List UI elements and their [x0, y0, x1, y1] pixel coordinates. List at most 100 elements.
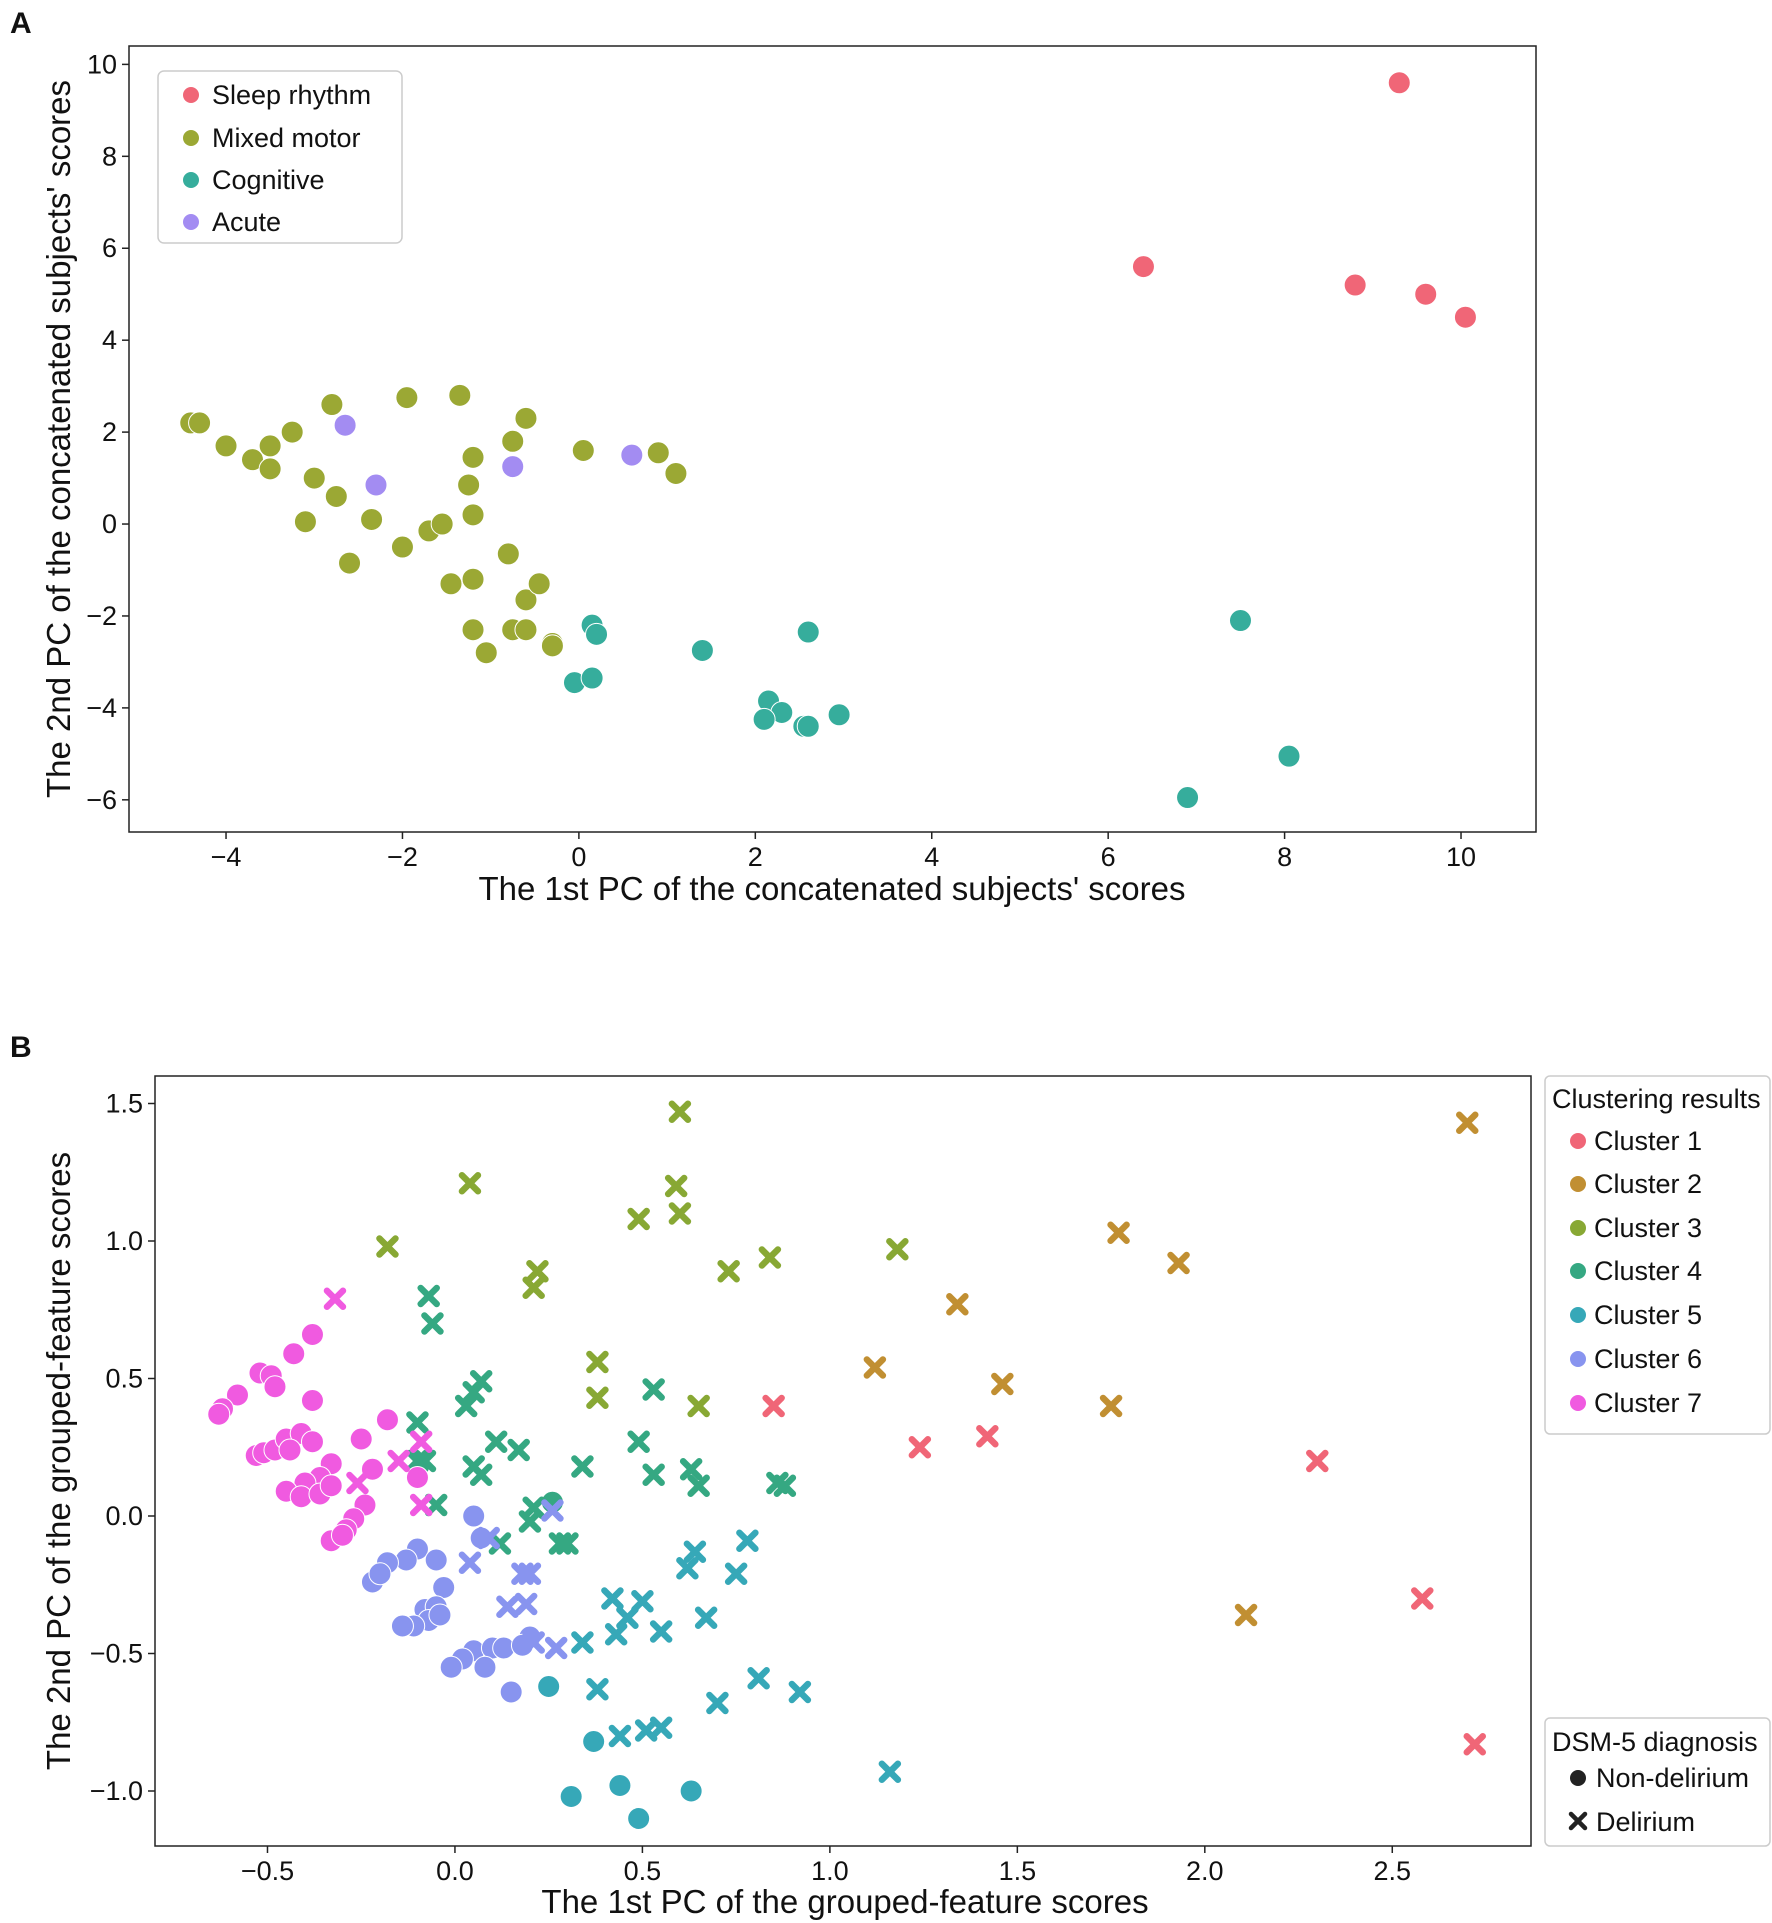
- legend-label-mixed-motor: Mixed motor: [212, 123, 361, 153]
- point-cluster-7: [278, 1438, 302, 1462]
- point-cluster-6-delirium: [458, 1551, 482, 1574]
- point-cluster-4-delirium: [406, 1449, 429, 1473]
- x-tick-label: 1.0: [811, 1856, 849, 1886]
- point-cluster-3-delirium: [886, 1238, 909, 1261]
- point-cluster-5-delirium: [676, 1557, 699, 1580]
- point-cluster-6-delirium: [496, 1595, 519, 1618]
- point-mixed-motor: [461, 567, 485, 591]
- point-cluster-7: [405, 1466, 429, 1489]
- point-cluster-4-delirium: [406, 1411, 429, 1434]
- y-tick-label: 10: [87, 49, 117, 79]
- x-tick-label: 4: [924, 842, 939, 872]
- point-mixed-motor: [390, 535, 414, 559]
- y-tick-label: 0: [102, 509, 117, 539]
- panel-a-x-axis-title: The 1st PC of the concatenated subjects'…: [478, 870, 1185, 907]
- point-cluster-4-delirium: [642, 1378, 665, 1401]
- legend-label-cluster-6: Cluster 6: [1594, 1344, 1702, 1374]
- point-acute: [501, 455, 525, 479]
- legend-marker-cluster-4: [1570, 1263, 1586, 1279]
- panel-b-y-axis-title: The 2nd PC of the grouped-feature scores: [40, 1152, 77, 1770]
- point-cluster-6: [439, 1655, 463, 1679]
- point-cognitive: [827, 703, 851, 727]
- point-cluster-3-delirium: [664, 1174, 688, 1198]
- point-cluster-5: [559, 1785, 583, 1808]
- point-cluster-1-delirium: [1463, 1733, 1487, 1756]
- legend-label-delirium: Delirium: [1596, 1807, 1695, 1837]
- point-acute: [364, 473, 388, 497]
- point-mixed-motor: [457, 473, 481, 497]
- panel-a-plot-frame: [128, 45, 1537, 833]
- point-sleep-rhythm: [1453, 305, 1477, 329]
- point-cluster-3-delirium: [526, 1260, 549, 1283]
- point-mixed-motor: [514, 406, 538, 430]
- point-cluster-6: [432, 1576, 456, 1599]
- point-cognitive: [796, 620, 820, 644]
- panel-b-cluster-legend: Clustering results Cluster 1 Cluster 2 C…: [1544, 1075, 1771, 1435]
- panel-b-chart: −0.5 0.0 0.5 1.0 1.5 2.0 2.5 −1.0 −0.5 0.0 0.5 1.0 1…: [40, 1075, 1771, 1920]
- legend-marker-cognitive: [183, 172, 199, 188]
- point-cluster-4-delirium: [571, 1455, 594, 1478]
- point-cognitive: [752, 707, 776, 731]
- point-cluster-6: [462, 1504, 486, 1528]
- point-cluster-2-delirium: [1099, 1394, 1123, 1418]
- point-cluster-5-delirium: [788, 1680, 812, 1704]
- point-cluster-7: [207, 1402, 231, 1426]
- point-cluster-6-delirium: [544, 1636, 568, 1660]
- point-mixed-motor: [527, 572, 551, 596]
- point-cluster-7: [225, 1383, 249, 1407]
- x-tick-label: 2.5: [1374, 1856, 1412, 1886]
- y-tick-label: 1.0: [105, 1226, 143, 1256]
- point-mixed-motor: [280, 420, 304, 444]
- point-cluster-1-delirium: [1306, 1449, 1329, 1473]
- point-cluster-5-delirium: [747, 1667, 770, 1690]
- point-sleep-rhythm: [1387, 71, 1411, 95]
- point-cluster-2-delirium: [1167, 1251, 1190, 1275]
- x-tick-label: 2: [748, 842, 763, 872]
- point-cluster-3-delirium: [586, 1350, 609, 1374]
- point-cluster-4-delirium: [462, 1381, 485, 1404]
- legend-label-acute: Acute: [212, 207, 281, 237]
- panel-a-legend-box: [157, 70, 403, 244]
- point-mixed-motor: [646, 441, 670, 465]
- point-cluster-5-delirium: [878, 1760, 902, 1783]
- y-tick-label: −0.5: [90, 1639, 143, 1669]
- point-cluster-7: [300, 1430, 324, 1454]
- point-cluster-5-delirium: [616, 1606, 639, 1629]
- point-cluster-3-delirium: [668, 1100, 692, 1123]
- point-cluster-4-delirium: [507, 1438, 530, 1462]
- x-tick-label: 0.0: [436, 1856, 474, 1886]
- point-cluster-1-delirium: [1411, 1587, 1434, 1610]
- point-mixed-motor: [258, 457, 282, 481]
- point-cluster-7: [263, 1375, 287, 1399]
- point-cluster-5-delirium: [586, 1678, 609, 1701]
- point-acute: [333, 413, 357, 437]
- point-mixed-motor: [501, 429, 525, 453]
- point-cluster-5: [582, 1730, 606, 1753]
- point-cluster-6: [428, 1603, 452, 1627]
- panel-a-legend: Sleep rhythm Mixed motor Cognitive Acute: [157, 70, 403, 244]
- point-cluster-5-delirium: [571, 1631, 594, 1654]
- y-tick-label: 4: [102, 325, 117, 355]
- legend-label-cluster-7: Cluster 7: [1594, 1388, 1702, 1418]
- legend-marker-cluster-6: [1570, 1351, 1586, 1367]
- y-tick-label: 8: [102, 141, 117, 171]
- point-cluster-3-delirium: [758, 1246, 782, 1269]
- point-mixed-motor: [395, 386, 419, 410]
- point-cluster-4-delirium: [417, 1284, 440, 1308]
- legend-marker-cluster-3: [1570, 1220, 1586, 1236]
- x-tick-label: 8: [1277, 842, 1292, 872]
- legend-marker-sleep-rhythm: [183, 87, 199, 103]
- point-cluster-5-delirium: [736, 1529, 759, 1552]
- diagnosis-legend-title: DSM-5 diagnosis: [1552, 1727, 1758, 1757]
- point-mixed-motor: [430, 512, 454, 536]
- panel-a-points: [179, 71, 1477, 810]
- point-cluster-4-delirium: [773, 1474, 797, 1497]
- point-cluster-5-delirium: [604, 1623, 628, 1646]
- point-cognitive: [1277, 744, 1301, 768]
- point-cluster-5-delirium: [724, 1562, 748, 1585]
- point-mixed-motor: [439, 572, 463, 596]
- panel-a-chart: −4 −2 0 2 4 6 8 10 −6 −4 −2 0 2 4 6 8 10 The 1st PC of t…: [40, 45, 1537, 907]
- point-cluster-7: [300, 1389, 324, 1412]
- point-cluster-3-delirium: [522, 1276, 545, 1299]
